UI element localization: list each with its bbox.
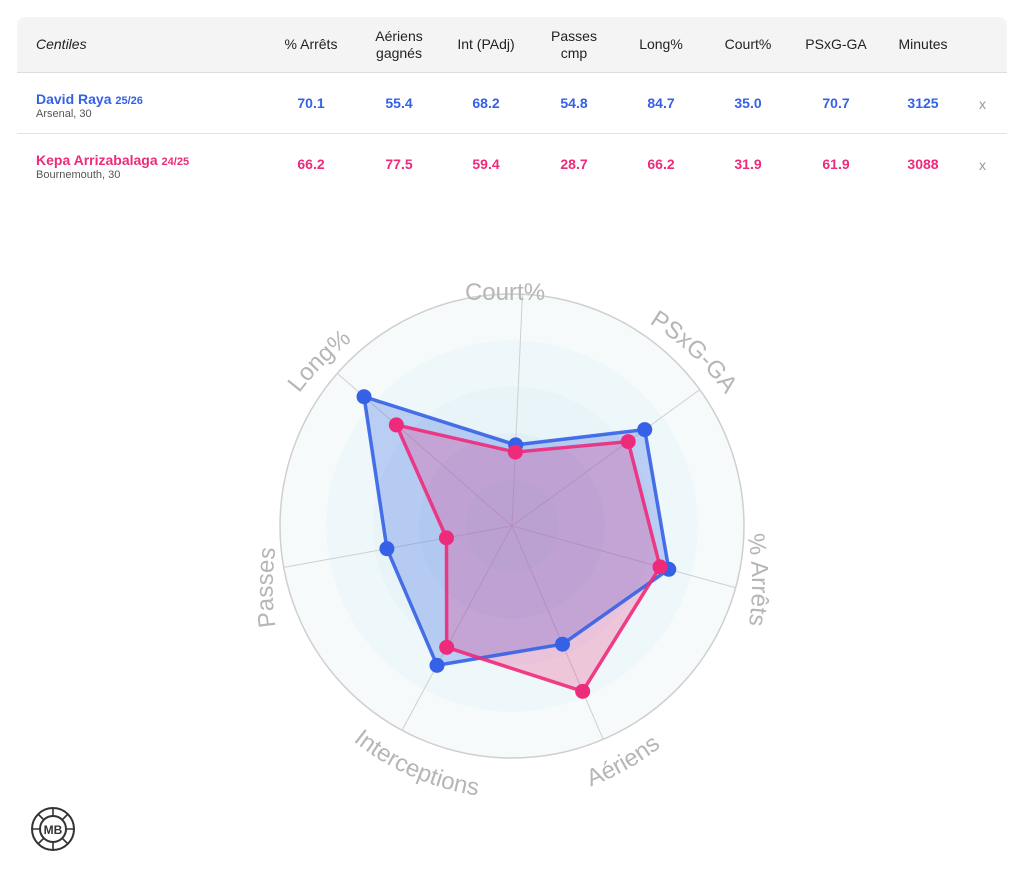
spoke-line (283, 525, 513, 568)
data-point[interactable] (388, 417, 404, 433)
player-club: Arsenal, 30 (36, 108, 92, 120)
value-minutes: 3125 (907, 95, 939, 111)
player-name-text: Kepa Arrizabalaga (36, 152, 158, 168)
comparison-table: Centiles % Arrêts Aériens gagnés Int (PA… (17, 17, 1007, 194)
logo-spokes (32, 808, 74, 850)
spoke-line (511, 525, 736, 589)
value-passes: 28.7 (560, 156, 588, 172)
player-name[interactable]: David Raya 25/26 (36, 91, 143, 107)
data-point[interactable] (555, 636, 571, 652)
series-area (364, 396, 669, 666)
column-header-passes: Passes cmp (551, 27, 597, 61)
data-point[interactable] (575, 683, 591, 699)
value-saves: 66.2 (297, 156, 325, 172)
remove-player-button[interactable]: x (979, 157, 986, 173)
value-passes: 54.8 (560, 95, 588, 111)
series-outline (394, 423, 662, 694)
value-psxg: 61.9 (822, 156, 850, 172)
series-outline (362, 394, 671, 668)
player-name-text: David Raya (36, 91, 112, 107)
value-saves: 70.1 (297, 95, 325, 111)
axis-label-saves: % Arrêts (742, 532, 773, 628)
data-point[interactable] (652, 559, 668, 575)
data-point[interactable] (379, 541, 395, 557)
spoke-line (401, 525, 513, 731)
radar-series (356, 389, 677, 699)
data-point[interactable] (429, 657, 445, 673)
mb-logo: MB (31, 807, 75, 851)
value-interceptions: 59.4 (472, 156, 500, 172)
data-point[interactable] (637, 422, 653, 438)
table-row: David Raya 25/26 Arsenal, 30 70.1 55.4 6… (17, 73, 1007, 134)
remove-player-button[interactable]: x (979, 96, 986, 112)
logo-text: MB (44, 823, 63, 837)
column-header-minutes: Minutes (898, 36, 948, 52)
value-long: 66.2 (647, 156, 675, 172)
value-psxg: 70.7 (822, 95, 850, 111)
value-interceptions: 68.2 (472, 95, 500, 111)
spoke-line (511, 525, 604, 740)
column-header-interceptions: Int (PAdj) (457, 36, 515, 52)
column-header-short: Court% (724, 36, 772, 52)
spoke-line (511, 294, 523, 527)
value-short: 35.0 (734, 95, 762, 111)
column-header-long: Long% (639, 36, 683, 52)
axis-label-passes: Passes (252, 546, 282, 630)
data-point[interactable] (620, 434, 636, 450)
series-area (396, 424, 661, 692)
data-point[interactable] (438, 530, 454, 546)
value-aerials: 55.4 (385, 95, 413, 111)
spoke-line (511, 389, 701, 527)
value-minutes: 3088 (907, 156, 939, 172)
data-point[interactable] (356, 389, 372, 405)
player-name[interactable]: Kepa Arrizabalaga 24/25 (36, 152, 189, 168)
value-long: 84.7 (647, 95, 675, 111)
column-header-aerials: Aériens gagnés (375, 27, 423, 61)
column-header-saves: % Arrêts (284, 36, 338, 52)
axis-label-court: Court% (465, 279, 545, 306)
radar-grid (279, 293, 745, 759)
player-season: 25/26 (115, 95, 143, 107)
data-point[interactable] (439, 639, 455, 655)
data-point[interactable] (507, 444, 523, 460)
player-club: Bournemouth, 30 (36, 169, 121, 181)
table-row: Kepa Arrizabalaga 24/25 Bournemouth, 30 … (17, 134, 1007, 194)
value-aerials: 77.5 (385, 156, 413, 172)
table-header: Centiles % Arrêts Aériens gagnés Int (PA… (17, 17, 1007, 73)
column-header-psxg: PSxG-GA (805, 36, 867, 52)
player-season: 24/25 (161, 156, 190, 168)
value-short: 31.9 (734, 156, 762, 172)
header-label: Centiles (36, 36, 87, 52)
